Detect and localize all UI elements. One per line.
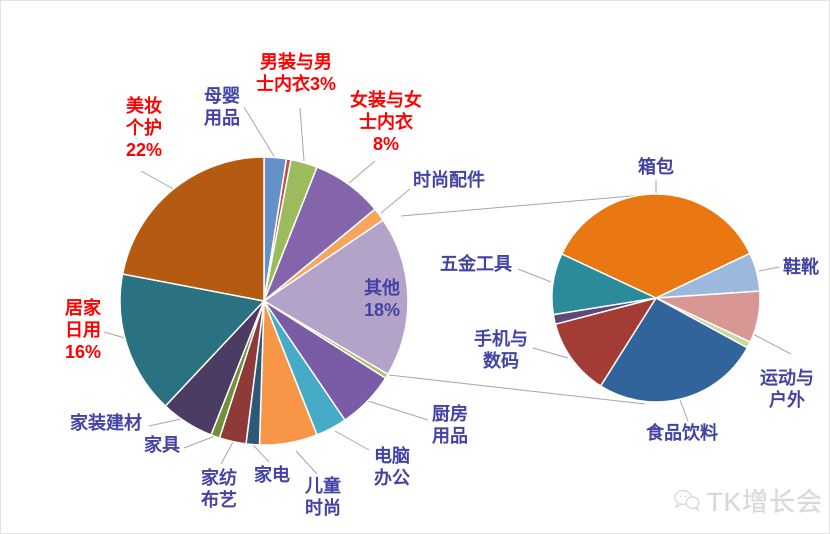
leader-line <box>148 418 182 427</box>
pie1-slice-居家日用 <box>119 273 265 407</box>
label-箱包: 箱包 <box>638 156 674 178</box>
label-食品饮料: 食品饮料 <box>646 422 718 444</box>
label-line: 厨房 <box>432 404 468 424</box>
label-家纺布艺: 家纺 布艺 <box>201 467 237 511</box>
label-居家日用: 居家 日用 16% <box>65 297 101 363</box>
label-厨房用品: 厨房 用品 <box>432 403 468 447</box>
pie1-slice-美妆个护 <box>121 156 265 302</box>
pie2-slice-手机与数码 <box>554 297 657 387</box>
wechat-bubbles-icon <box>674 489 701 512</box>
label-女装与女士内衣: 女装与女 士内衣 8% <box>350 89 422 155</box>
label-line: 8% <box>372 134 399 154</box>
leader-line <box>348 160 376 184</box>
leader-line <box>517 268 552 283</box>
label-时尚配件: 时尚配件 <box>413 169 485 191</box>
label-line: 布艺 <box>201 490 237 510</box>
label-line: 男装与男 <box>259 52 332 72</box>
label-line: 鞋靴 <box>783 257 819 277</box>
label-line: 16% <box>64 342 102 362</box>
label-line: 儿童 <box>305 476 341 496</box>
leader-line <box>679 399 689 422</box>
watermark: TK增长会 <box>673 477 823 523</box>
label-line: 22% <box>125 140 163 160</box>
label-line: 运动与 <box>760 368 814 388</box>
label-line: 时尚配件 <box>413 170 485 190</box>
label-line: 家装建材 <box>70 413 142 433</box>
label-电脑办公: 电脑 办公 <box>374 445 410 489</box>
label-line: 18% <box>363 300 401 320</box>
leader-line <box>252 444 270 463</box>
label-line: 士内衣3% <box>255 74 337 94</box>
leader-line <box>243 106 276 159</box>
label-其他: 其他 18% <box>364 277 400 321</box>
leader-line <box>758 266 780 272</box>
label-儿童时尚: 儿童 时尚 <box>305 475 341 519</box>
label-line: 居家 <box>65 298 101 318</box>
label-line: 士内衣 <box>359 112 413 132</box>
leader-line <box>299 107 305 162</box>
label-line: 五金工具 <box>440 254 512 274</box>
label-五金工具: 五金工具 <box>440 253 512 275</box>
leader-line <box>103 331 126 339</box>
label-line: 电脑 <box>374 446 410 466</box>
label-line: 其他 <box>364 278 400 298</box>
label-line: 办公 <box>374 468 410 488</box>
label-家电: 家电 <box>254 464 290 486</box>
label-line: 户外 <box>769 390 805 410</box>
pie2-slice-箱包 <box>560 193 751 299</box>
label-line: 用品 <box>432 426 468 446</box>
label-line: 食品饮料 <box>646 423 718 443</box>
pie2-slice-五金工具 <box>551 253 657 316</box>
leader-line <box>334 430 370 451</box>
leader-line <box>380 188 411 214</box>
series-line <box>388 374 646 405</box>
leader-line <box>750 332 792 355</box>
label-母婴用品: 母婴 用品 <box>204 85 240 129</box>
label-鞋靴: 鞋靴 <box>783 256 819 278</box>
label-男装与男士内衣: 男装与男 士内衣3% <box>256 51 336 95</box>
label-line: 个护 <box>126 118 162 138</box>
label-line: 时尚 <box>305 498 341 518</box>
series-line <box>400 194 644 217</box>
label-家装建材: 家装建材 <box>70 412 142 434</box>
label-line: 家电 <box>254 465 290 485</box>
label-line: 手机与 <box>474 329 528 349</box>
label-line: 箱包 <box>638 157 674 177</box>
pie2-slice-食品饮料 <box>599 297 749 403</box>
label-家具: 家具 <box>144 434 180 456</box>
label-line: 家纺 <box>201 468 237 488</box>
leader-line <box>367 400 429 421</box>
label-line: 数码 <box>483 351 519 371</box>
label-美妆个护: 美妆 个护 22% <box>126 95 162 161</box>
leader-line <box>295 450 318 475</box>
label-line: 美妆 <box>126 96 162 116</box>
leader-line <box>183 435 216 449</box>
label-line: 日用 <box>65 320 101 340</box>
pie1-slice-其他 <box>263 219 409 376</box>
label-line: 家具 <box>144 435 180 455</box>
label-line: 母婴 <box>204 86 240 106</box>
leader-line <box>140 170 178 192</box>
label-line: 用品 <box>204 108 240 128</box>
label-运动与户外: 运动与 户外 <box>760 367 814 411</box>
label-手机与数码: 手机与 数码 <box>474 328 528 372</box>
leader-line <box>532 347 569 359</box>
leader-line <box>220 441 234 465</box>
watermark-text: TK增长会 <box>706 486 823 517</box>
label-line: 女装与女 <box>350 90 422 110</box>
